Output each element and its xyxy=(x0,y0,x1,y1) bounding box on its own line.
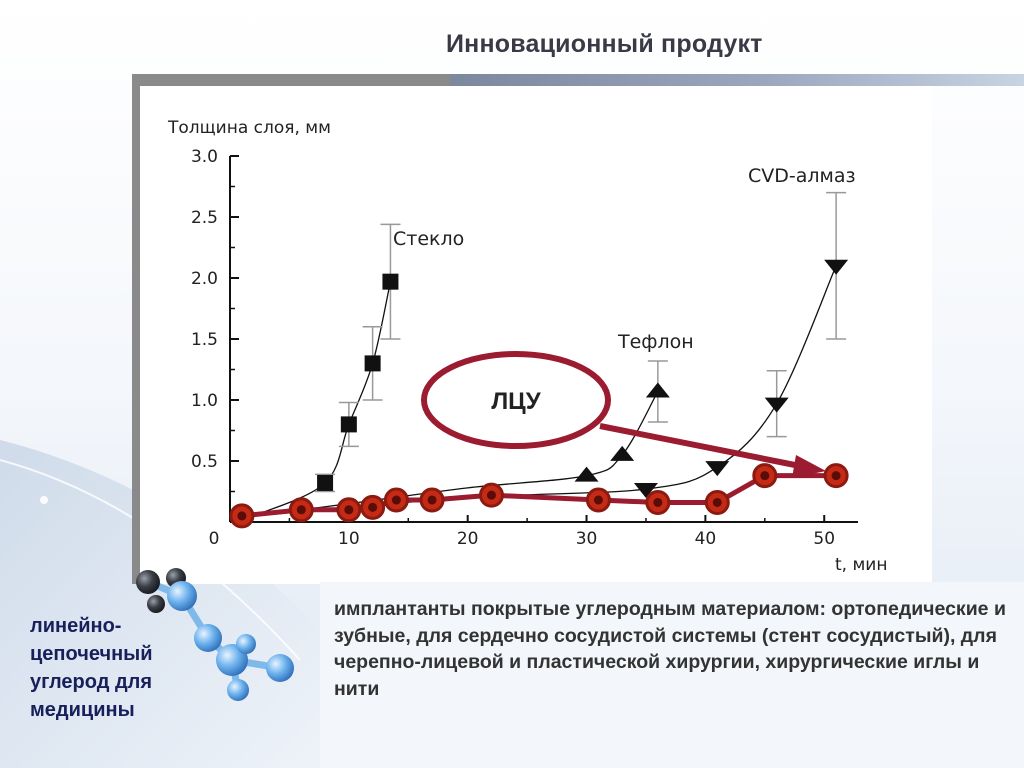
description-panel xyxy=(320,582,1024,768)
y-axis-label: Толщина слоя, мм xyxy=(167,118,331,138)
point-cvd xyxy=(633,483,658,499)
y-tick-label: 2.5 xyxy=(191,208,218,228)
x-tick-label: 0 xyxy=(209,529,220,549)
point-glass xyxy=(317,474,334,491)
y-tick-label: 1.0 xyxy=(191,391,218,411)
y-tick-label: 3.0 xyxy=(191,147,218,167)
point-glass xyxy=(364,355,381,372)
point-teflon xyxy=(574,466,599,482)
series-label-cvd: CVD-алмаз xyxy=(748,165,856,187)
point-teflon xyxy=(645,382,670,398)
point-core-lcu xyxy=(237,511,247,521)
lcu-arrow-head xyxy=(792,455,826,478)
x-tick-label: 20 xyxy=(457,529,479,549)
lcu-oval-label: ЛЦУ xyxy=(491,388,541,415)
point-core-lcu xyxy=(760,471,770,481)
point-core-lcu xyxy=(831,471,841,481)
x-tick-label: 40 xyxy=(695,529,717,549)
x-tick-label: 50 xyxy=(813,529,835,549)
point-cvd xyxy=(824,259,849,275)
point-core-lcu xyxy=(368,502,378,512)
chart-frame-top xyxy=(132,74,450,86)
chart-ticks: 0 10 20 30 40 50 0.5 1.0 1.5 2.0 2.5 3.0 xyxy=(191,147,835,549)
x-tick-label: 30 xyxy=(576,529,598,549)
series-label-teflon: Тефлон xyxy=(617,331,694,353)
point-core-lcu xyxy=(486,490,496,500)
title-underline-bar xyxy=(446,74,1024,86)
left-caption: линейно-цепочечный углерод для медицины xyxy=(30,615,153,721)
point-core-lcu xyxy=(427,495,437,505)
point-core-lcu xyxy=(344,505,354,515)
point-core-lcu xyxy=(653,497,663,507)
point-core-lcu xyxy=(391,495,401,505)
chart-series xyxy=(229,191,849,529)
point-core-lcu xyxy=(296,505,306,515)
y-tick-label: 0.5 xyxy=(191,452,218,472)
series-label-glass: Стекло xyxy=(393,228,464,250)
point-cvd xyxy=(764,397,789,413)
chart-card xyxy=(140,86,932,584)
slide-title: Инновационный продукт xyxy=(446,30,763,58)
y-tick-label: 1.5 xyxy=(191,330,218,350)
point-glass xyxy=(382,273,399,290)
point-cvd xyxy=(705,461,730,477)
chart-frame-left xyxy=(132,74,140,584)
description-text: имплантанты покрытые углеродным материал… xyxy=(334,598,1006,700)
molecule-icon xyxy=(136,568,294,701)
lcu-oval xyxy=(421,351,611,449)
point-teflon xyxy=(610,445,635,461)
point-glass xyxy=(340,416,357,433)
point-core-lcu xyxy=(712,497,722,507)
x-axis-label: t, мин xyxy=(835,555,887,575)
lcu-arrow-line xyxy=(599,423,801,469)
point-core-lcu xyxy=(593,495,603,505)
lcu-annotation: ЛЦУ xyxy=(421,351,826,478)
y-tick-label: 2.0 xyxy=(191,269,218,289)
x-tick-label: 10 xyxy=(338,529,360,549)
